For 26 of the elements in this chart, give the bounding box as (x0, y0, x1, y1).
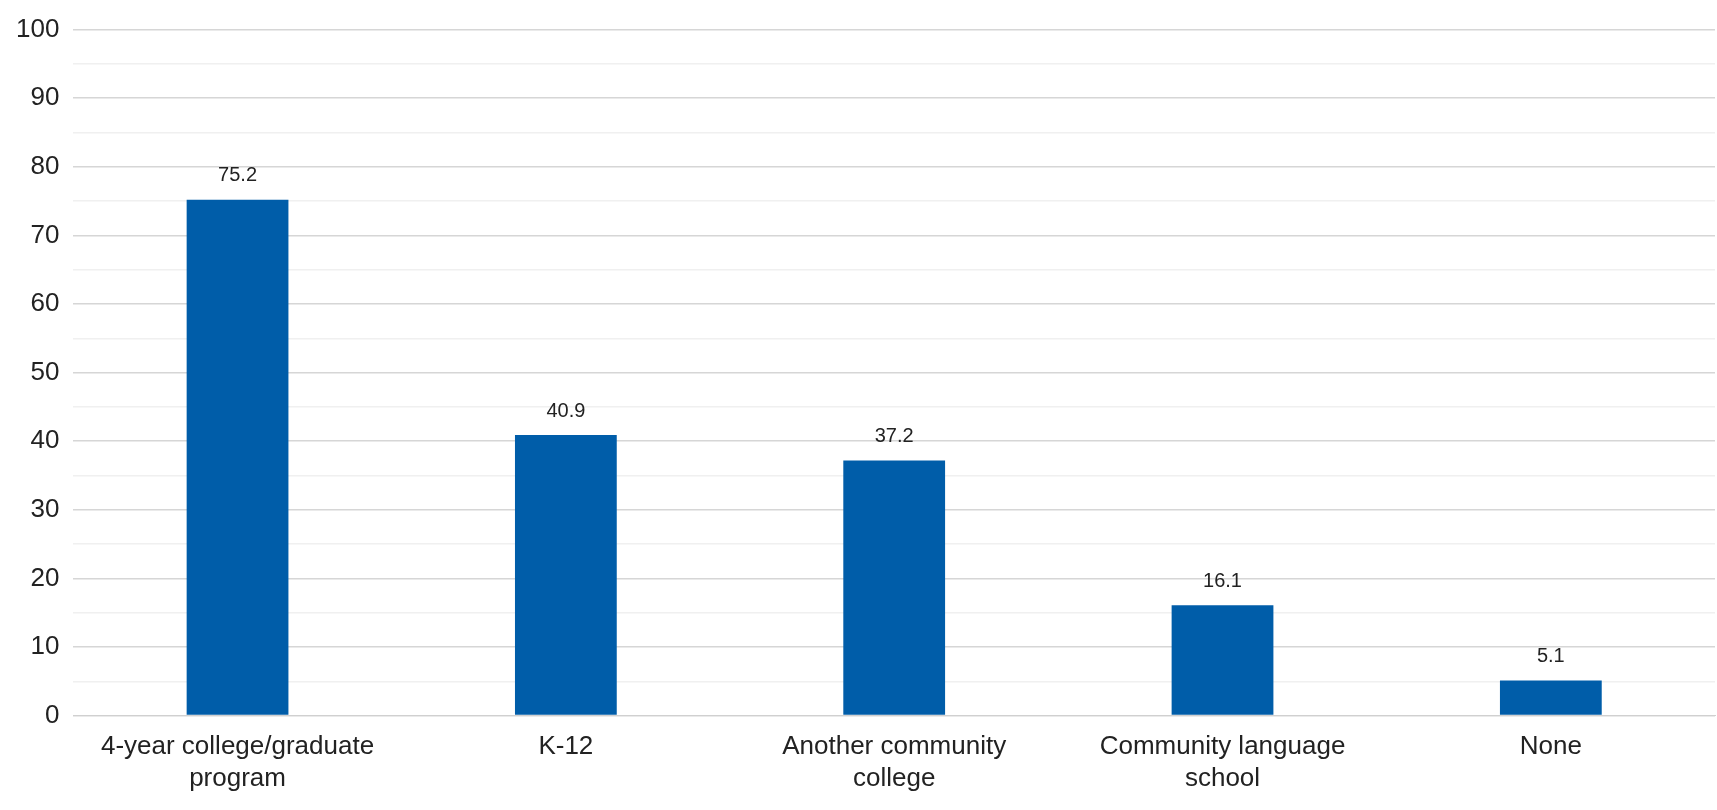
y-tick-label: 20 (30, 561, 60, 592)
y-tick-label: 10 (30, 630, 60, 661)
y-tick-label: 90 (30, 81, 60, 112)
x-tick-label: None (1519, 730, 1582, 761)
data-label: 16.1 (1203, 568, 1242, 591)
data-label: 75.2 (218, 163, 258, 186)
x-tick-label: K-12 (538, 730, 594, 761)
bar (1171, 605, 1274, 715)
y-tick-label: 30 (30, 492, 60, 523)
data-label: 37.2 (874, 423, 914, 446)
y-tick-label: 40 (30, 424, 60, 455)
y-tick-label: 100 (15, 12, 60, 43)
y-tick-label: 70 (30, 218, 60, 249)
bar (186, 199, 289, 715)
bar (514, 435, 617, 715)
x-tick-label: Community language school (1099, 730, 1346, 792)
x-tick-label: Another community college (782, 730, 1007, 792)
bar (1499, 680, 1602, 715)
bar (843, 460, 946, 715)
data-label: 5.1 (1536, 644, 1565, 667)
x-tick-label: 4-year college/graduate program (100, 730, 375, 792)
data-label: 40.9 (546, 398, 586, 421)
y-tick-label: 0 (44, 698, 60, 729)
y-tick-label: 50 (30, 355, 60, 386)
y-tick-label: 80 (30, 149, 60, 180)
y-tick-label: 60 (30, 287, 60, 318)
